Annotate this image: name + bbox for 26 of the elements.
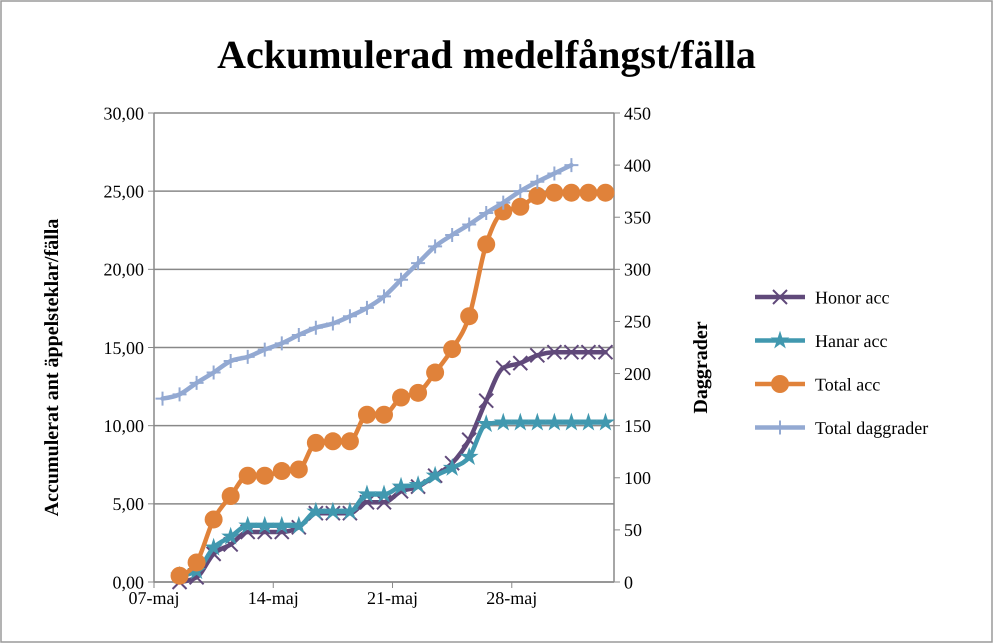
legend-label: Hanar acc [815, 330, 888, 351]
y-tick-label: 5,00 [112, 494, 144, 514]
chart-title: Ackumulerad medelfångst/fälla [217, 32, 756, 77]
y2-tick-label: 200 [624, 364, 651, 384]
y-tick-label: 30,00 [104, 103, 144, 124]
legend-label: Honor acc [815, 287, 890, 308]
y-tick-label: 10,00 [104, 416, 144, 436]
y-axis-title: Accumulerat ant äppelsteklar/fälla [41, 218, 63, 516]
legend-label: Total daggrader [815, 418, 928, 438]
y2-axis-title: Daggrader [690, 321, 712, 414]
y2-tick-label: 400 [624, 155, 651, 176]
y2-tick-label: 50 [624, 520, 642, 540]
y-tick-label: 20,00 [104, 260, 144, 280]
y2-tick-label: 450 [624, 103, 651, 124]
y2-tick-label: 250 [624, 312, 651, 332]
y-tick-label: 15,00 [104, 338, 144, 358]
y2-tick-label: 350 [624, 208, 651, 228]
x-tick-label: 21-maj [367, 588, 418, 608]
y2-tick-label: 0 [624, 572, 633, 592]
y2-tick-label: 150 [624, 416, 651, 436]
legend-label: Total acc [815, 374, 880, 394]
x-tick-label: 28-maj [486, 588, 538, 608]
y-tick-label: 25,00 [104, 181, 144, 202]
y2-tick-label: 100 [624, 468, 651, 488]
x-tick-label: 14-maj [248, 588, 299, 608]
y2-tick-label: 300 [624, 260, 651, 280]
